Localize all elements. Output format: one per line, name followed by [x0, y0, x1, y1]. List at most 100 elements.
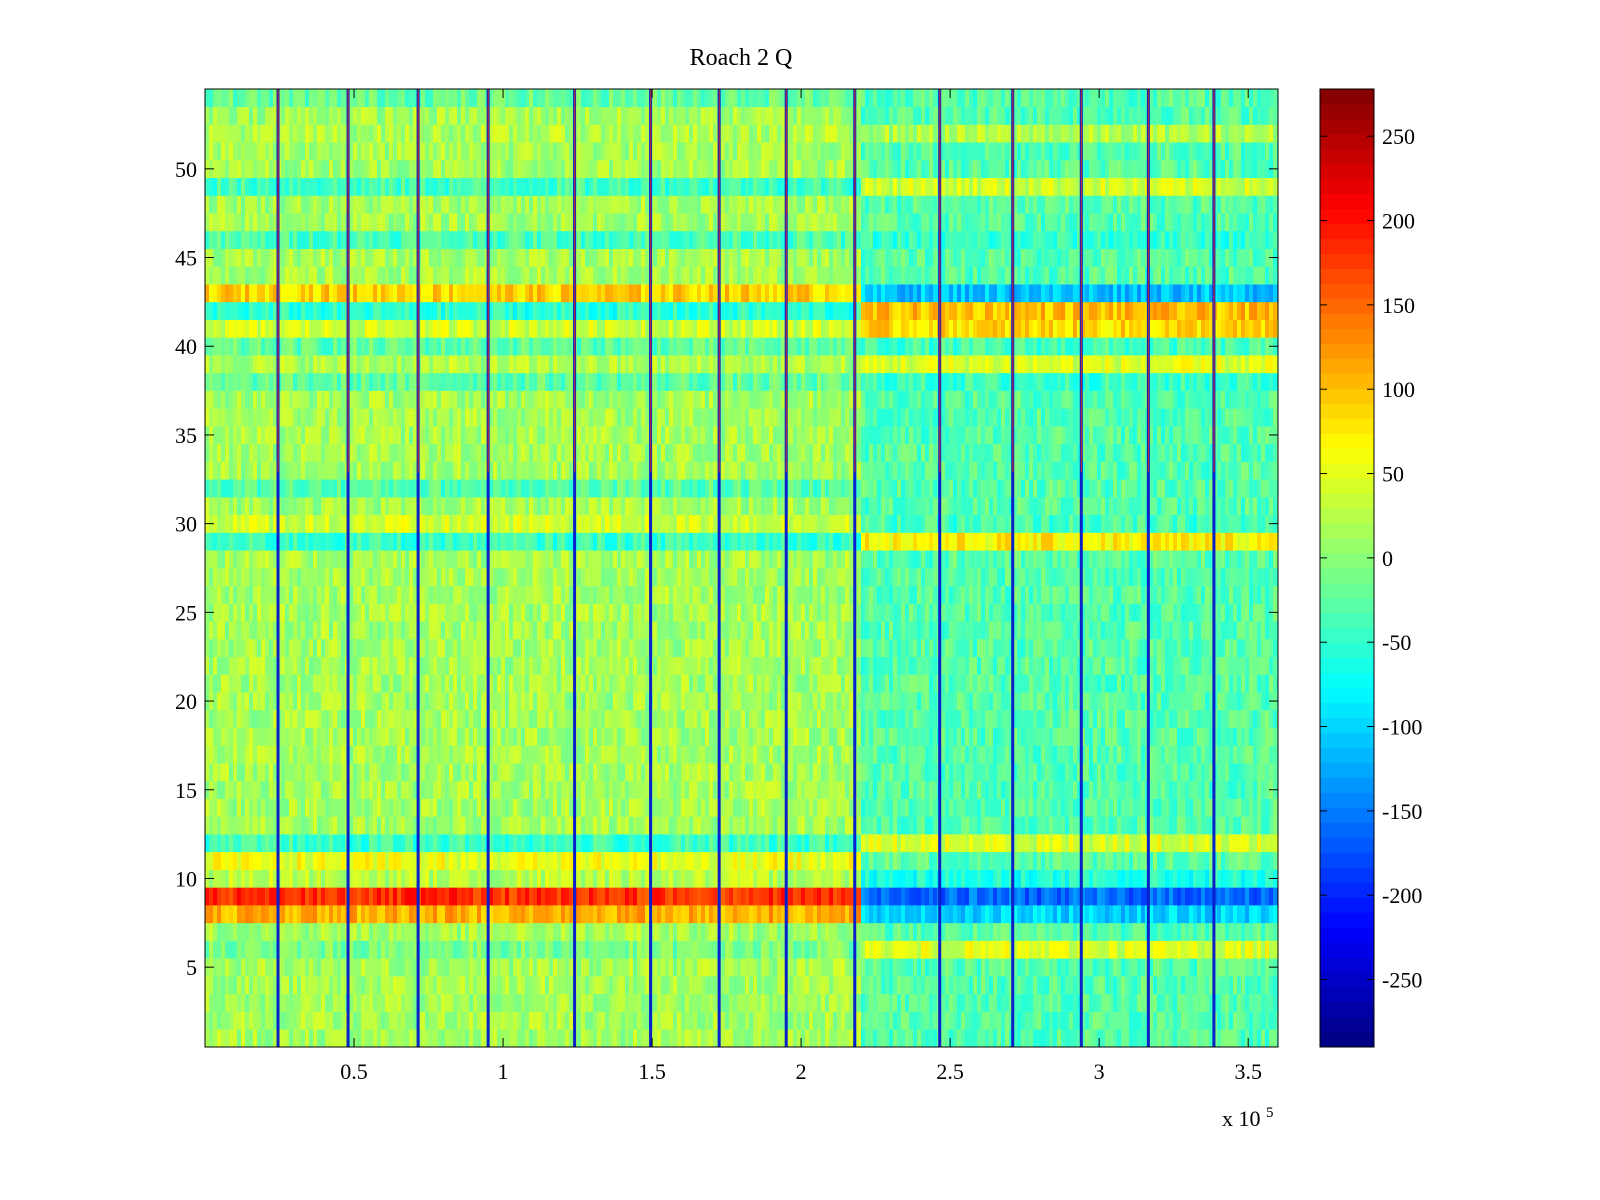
heatmap-cell	[929, 816, 934, 835]
heatmap-cell	[1037, 922, 1042, 941]
heatmap-cell	[621, 922, 626, 941]
heatmap-cell	[1105, 922, 1110, 941]
heatmap-cell	[357, 887, 362, 906]
heatmap-cell	[449, 763, 454, 782]
heatmap-cell	[845, 727, 850, 746]
heatmap-cell	[1093, 993, 1098, 1012]
heatmap-cell	[829, 798, 834, 817]
heatmap-cell	[1017, 745, 1022, 764]
heatmap-cell	[869, 869, 874, 888]
heatmap-cell	[653, 976, 658, 995]
heatmap-cell	[525, 905, 530, 924]
heatmap-cell	[721, 922, 726, 941]
heatmap-cell	[229, 745, 234, 764]
heatmap-cell	[837, 869, 842, 888]
heatmap-cell	[965, 834, 970, 853]
heatmap-cell	[477, 922, 482, 941]
heatmap-cell	[889, 727, 894, 746]
heatmap-cell	[1093, 869, 1098, 888]
heatmap-cell	[489, 709, 494, 728]
heatmap-cell	[473, 976, 478, 995]
heatmap-cell	[381, 834, 386, 853]
heatmap-cell	[629, 798, 634, 817]
heatmap-cell	[297, 709, 302, 728]
heatmap-cell	[301, 1029, 306, 1048]
heatmap-cell	[413, 976, 418, 995]
heatmap-cell	[693, 763, 698, 782]
heatmap-cell	[633, 745, 638, 764]
heatmap-cell	[729, 851, 734, 870]
heatmap-cell	[229, 727, 234, 746]
heatmap-cell	[977, 851, 982, 870]
heatmap-cell	[557, 816, 562, 835]
heatmap-cell	[1249, 958, 1254, 977]
heatmap-cell	[1273, 1011, 1278, 1030]
heatmap-cell	[1245, 834, 1250, 853]
heatmap-cell	[361, 745, 366, 764]
heatmap-cell	[993, 905, 998, 924]
heatmap-cell	[333, 958, 338, 977]
heatmap-cell	[369, 922, 374, 941]
heatmap-cell	[793, 709, 798, 728]
heatmap-cell	[397, 745, 402, 764]
heatmap-cell	[757, 940, 762, 959]
heatmap-cell	[997, 780, 1002, 799]
heatmap-cell	[469, 745, 474, 764]
heatmap-cell	[209, 905, 214, 924]
heatmap-cell	[1017, 834, 1022, 853]
heatmap-cell	[669, 976, 674, 995]
heatmap-cell	[601, 905, 606, 924]
heatmap-cell	[929, 834, 934, 853]
heatmap-cell	[461, 709, 466, 728]
heatmap-cell	[449, 745, 454, 764]
heatmap-cell	[629, 816, 634, 835]
heatmap-cell	[317, 727, 322, 746]
heatmap-cell	[961, 976, 966, 995]
heatmap-cell	[441, 922, 446, 941]
heatmap-cell	[257, 727, 262, 746]
heatmap-cell	[925, 905, 930, 924]
heatmap-cell	[993, 851, 998, 870]
heatmap-cell	[641, 905, 646, 924]
heatmap-cell	[1189, 887, 1194, 906]
heatmap-cell	[1137, 745, 1142, 764]
heatmap-cell	[1057, 834, 1062, 853]
heatmap-cell	[1033, 976, 1038, 995]
heatmap-cell	[341, 745, 346, 764]
heatmap-cell	[993, 976, 998, 995]
heatmap-cell	[209, 798, 214, 817]
heatmap-cell	[213, 834, 218, 853]
heatmap-cell	[1129, 1029, 1134, 1048]
heatmap-cell	[337, 976, 342, 995]
heatmap-cell	[997, 816, 1002, 835]
heatmap-cell	[593, 887, 598, 906]
heatmap-cell	[921, 869, 926, 888]
heatmap-cell	[453, 780, 458, 799]
heatmap-cell	[873, 958, 878, 977]
heatmap-cell	[873, 1011, 878, 1030]
heatmap-cell	[1013, 798, 1018, 817]
heatmap-cell	[517, 745, 522, 764]
heatmap-cell	[997, 798, 1002, 817]
heatmap-cell	[737, 993, 742, 1012]
heatmap-cell	[845, 922, 850, 941]
heatmap-cell	[949, 976, 954, 995]
heatmap-cell	[689, 976, 694, 995]
heatmap-cell	[1181, 993, 1186, 1012]
heatmap-cell	[545, 851, 550, 870]
heatmap-cell	[1201, 834, 1206, 853]
heatmap-cell	[581, 887, 586, 906]
heatmap-cell	[457, 869, 462, 888]
heatmap-cell	[393, 976, 398, 995]
heatmap-cell	[305, 816, 310, 835]
heatmap-cell	[553, 709, 558, 728]
heatmap-cell	[381, 780, 386, 799]
heatmap-cell	[921, 905, 926, 924]
heatmap-cell	[949, 763, 954, 782]
heatmap-cell	[697, 798, 702, 817]
heatmap-cell	[1229, 976, 1234, 995]
heatmap-cell	[513, 993, 518, 1012]
heatmap-cell	[1001, 993, 1006, 1012]
heatmap-cell	[437, 940, 442, 959]
heatmap-cell	[1237, 869, 1242, 888]
